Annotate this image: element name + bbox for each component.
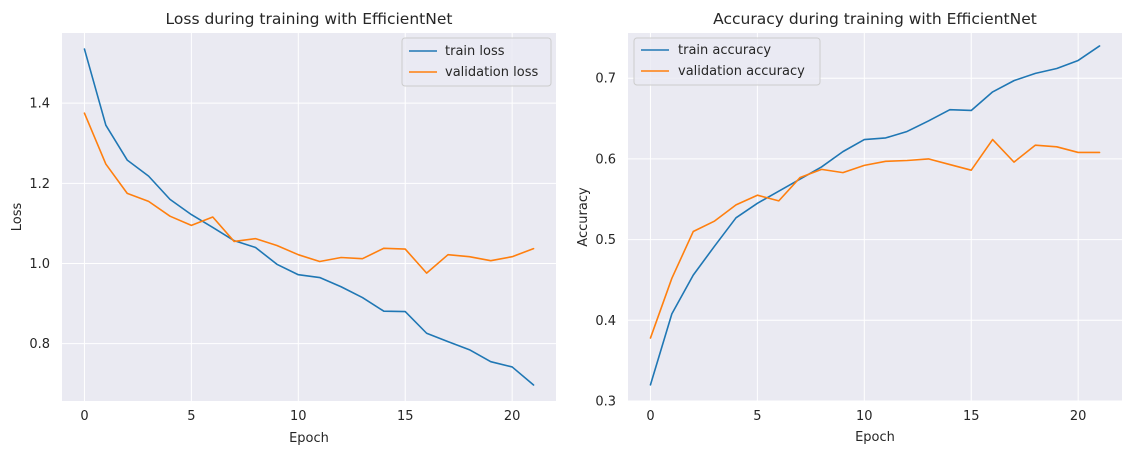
loss-y-tick-label: 0.8 xyxy=(29,337,50,352)
accuracy-y-ticks: 0.3 0.4 0.5 0.6 0.7 xyxy=(595,72,616,410)
accuracy-x-ticks: 0 5 10 15 20 xyxy=(646,409,1086,424)
loss-y-tick-label: 1.2 xyxy=(29,177,50,192)
accuracy-y-tick-label: 0.3 xyxy=(595,395,616,410)
accuracy-y-tick-label: 0.7 xyxy=(595,72,616,87)
loss-x-tick-label: 5 xyxy=(187,409,195,424)
accuracy-series xyxy=(649,45,1101,386)
accuracy-series-line-train xyxy=(649,45,1101,386)
loss-legend: train loss validation loss xyxy=(401,37,552,87)
loss-y-axis-label: Loss xyxy=(10,203,25,232)
loss-series-line-train xyxy=(83,48,535,386)
accuracy-chart-title: Accuracy during training with EfficientN… xyxy=(713,10,1037,28)
loss-chart: 0 5 10 15 20 0.8 1.0 1.2 1.4 Loss during traini… xyxy=(10,10,556,446)
accuracy-legend: train accuracy validation accuracy xyxy=(633,37,821,86)
accuracy-legend-label-validation: validation accuracy xyxy=(678,64,805,79)
loss-y-ticks: 0.8 1.0 1.2 1.4 xyxy=(29,97,50,353)
accuracy-plot-area xyxy=(628,33,1122,401)
loss-gridlines xyxy=(62,33,556,401)
loss-x-tick-label: 15 xyxy=(397,409,414,424)
loss-x-tick-label: 0 xyxy=(80,409,88,424)
loss-chart-title: Loss during training with EfficientNet xyxy=(166,10,453,28)
loss-legend-box xyxy=(401,37,552,87)
accuracy-chart: 0 5 10 15 20 0.3 0.4 0.5 0.6 0.7 Accuracy during… xyxy=(576,10,1122,445)
loss-series xyxy=(83,48,535,386)
accuracy-x-tick-label: 20 xyxy=(1070,409,1087,424)
loss-plot-area xyxy=(62,33,556,401)
accuracy-x-tick-label: 15 xyxy=(963,409,980,424)
accuracy-y-tick-label: 0.6 xyxy=(595,152,616,167)
accuracy-y-tick-label: 0.4 xyxy=(595,314,616,329)
loss-series-line-validation xyxy=(83,112,535,274)
loss-x-tick-label: 20 xyxy=(504,409,521,424)
loss-x-axis-label: Epoch xyxy=(289,431,329,446)
loss-x-tick-label: 10 xyxy=(290,409,307,424)
accuracy-series-line-validation xyxy=(649,138,1101,339)
accuracy-legend-box xyxy=(633,37,821,86)
loss-y-tick-label: 1.4 xyxy=(29,97,50,112)
accuracy-legend-label-train: train accuracy xyxy=(678,43,771,58)
loss-legend-label-train: train loss xyxy=(445,44,505,59)
loss-legend-label-validation: validation loss xyxy=(445,65,538,80)
accuracy-y-tick-label: 0.5 xyxy=(595,233,616,248)
accuracy-x-tick-label: 5 xyxy=(753,409,761,424)
accuracy-x-axis-label: Epoch xyxy=(855,430,895,445)
loss-y-tick-label: 1.0 xyxy=(29,257,50,272)
loss-x-ticks: 0 5 10 15 20 xyxy=(80,409,520,424)
accuracy-x-tick-label: 10 xyxy=(856,409,873,424)
accuracy-y-axis-label: Accuracy xyxy=(576,187,591,247)
accuracy-x-tick-label: 0 xyxy=(646,409,654,424)
accuracy-gridlines xyxy=(628,33,1122,402)
